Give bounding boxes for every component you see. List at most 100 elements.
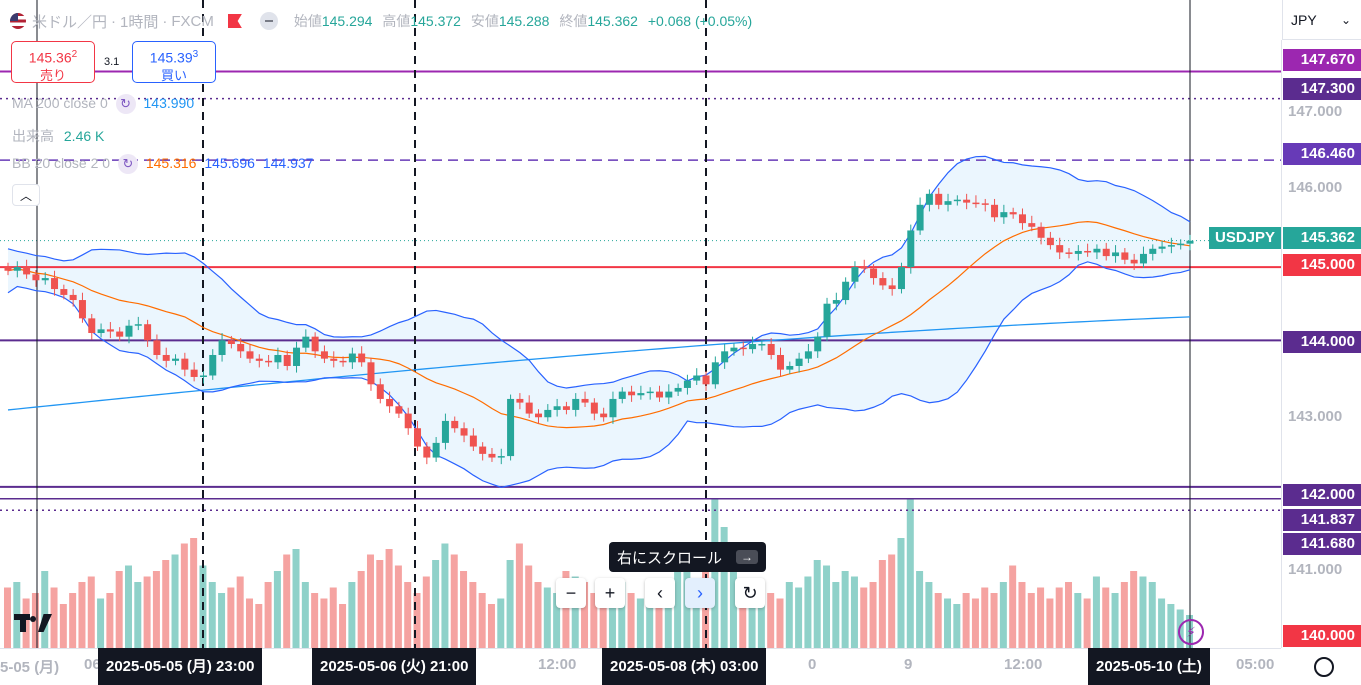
candle-body <box>237 344 245 352</box>
volume-bar <box>376 560 384 648</box>
low-label: 安値 <box>470 13 499 29</box>
low-value: 145.288 <box>498 13 550 29</box>
volume-bar <box>87 576 95 648</box>
price-tick: 141.000 <box>1288 561 1343 578</box>
tooltip-text: 右にスクロール <box>617 549 723 567</box>
collapse-legend-button[interactable]: ︿ <box>12 184 40 206</box>
zoom-in-button[interactable]: + <box>595 578 625 608</box>
volume-bar <box>69 593 77 648</box>
volume-bar <box>366 554 374 648</box>
candle-body <box>246 351 254 359</box>
reset-chart-button[interactable]: ↻ <box>735 578 765 608</box>
open-value: 145.294 <box>321 13 373 29</box>
candle-body <box>1074 250 1082 254</box>
scroll-tooltip: 右にスクロール → <box>609 542 767 572</box>
volume-bar <box>553 593 561 648</box>
candle-body <box>832 300 840 304</box>
candle-body <box>1037 226 1045 238</box>
bb-lower-value: 144.937 <box>262 155 314 171</box>
interval-label[interactable]: 1時間 <box>120 13 159 31</box>
bb-legend[interactable]: BB 20 close 2 0 ↻ 145.316 145.696 144.93… <box>12 154 313 174</box>
currency-select[interactable]: JPY ⌄ <box>1282 0 1361 40</box>
buy-button[interactable]: 145.393 買い <box>132 41 216 83</box>
refresh-icon[interactable]: ↻ <box>115 94 136 114</box>
time-tick: 06 <box>84 656 101 673</box>
candle-body <box>32 274 40 281</box>
volume-bar <box>208 582 216 648</box>
volume-bar <box>115 571 123 648</box>
level-label: 146.460 <box>1283 143 1361 165</box>
candle-body <box>116 331 124 337</box>
candle-body <box>469 435 477 447</box>
candle-body <box>311 336 319 352</box>
scroll-left-button[interactable]: ‹ <box>645 578 675 608</box>
volume-bar <box>692 582 700 648</box>
candle-body <box>562 406 570 410</box>
volume-bar <box>1074 593 1082 648</box>
chevron-down-icon: ⌄ <box>1341 13 1352 27</box>
volume-bar <box>227 587 235 648</box>
flag-icon[interactable] <box>227 14 242 28</box>
volume-bar <box>255 604 263 648</box>
candle-body <box>572 398 580 410</box>
sell-price: 145.36 <box>28 49 72 66</box>
candle-body <box>414 428 422 447</box>
volume-bar <box>813 560 821 648</box>
sell-label: 売り <box>39 67 66 83</box>
candle-body <box>218 340 226 355</box>
volume-bar <box>236 576 244 648</box>
sell-button[interactable]: 145.362 売り <box>11 41 95 83</box>
candle-body <box>507 398 515 457</box>
lightning-icon[interactable]: ⚡ <box>1178 619 1204 645</box>
volume-bar <box>878 560 886 648</box>
candle-body <box>991 204 999 218</box>
candle-body <box>41 278 49 281</box>
price-tick: 146.000 <box>1288 179 1343 196</box>
candle-body <box>646 391 654 394</box>
volume-bar <box>562 571 570 648</box>
time-crosshair-label: 2025-05-10 (土) <box>1088 648 1210 685</box>
candle-body <box>842 281 850 301</box>
settings-icon[interactable] <box>1314 657 1334 677</box>
exchange-label: FXCM <box>171 12 214 30</box>
bb-label: BB 20 close 2 0 <box>12 155 111 171</box>
volume-bar <box>832 582 840 648</box>
price-axis[interactable] <box>1281 40 1361 648</box>
candle-body <box>432 442 440 458</box>
symbol-title[interactable]: 米ドル／円 <box>32 13 108 31</box>
volume-bar <box>1139 576 1147 648</box>
chevron-up-icon: ︿ <box>19 189 32 203</box>
volume-bar <box>971 598 979 648</box>
volume-bar <box>422 576 430 648</box>
volume-bar <box>729 560 737 648</box>
volume-bar <box>664 593 672 648</box>
candle-body <box>758 344 766 346</box>
volume-bar <box>1120 582 1128 648</box>
us-flag-icon <box>10 13 26 29</box>
candle-body <box>348 353 356 363</box>
tradingview-logo[interactable] <box>14 612 54 638</box>
refresh-icon[interactable]: ↻ <box>117 154 138 174</box>
close-value: 145.362 <box>587 13 638 29</box>
volume-bar <box>385 549 393 648</box>
volume-bar <box>916 571 924 648</box>
candle-body <box>655 391 663 398</box>
volume-bar <box>804 576 812 648</box>
candle-body <box>786 365 794 370</box>
volume-bar <box>190 538 198 648</box>
candle-body <box>739 347 747 350</box>
volume-bar <box>329 587 337 648</box>
volume-bar <box>320 598 328 648</box>
zoom-out-button[interactable]: − <box>556 578 586 608</box>
candle-body <box>153 340 161 355</box>
minus-circle-icon[interactable] <box>259 12 278 30</box>
volume-bar <box>106 593 114 648</box>
volume-legend[interactable]: 出来高 2.46 K <box>12 126 104 146</box>
level-label: 142.000 <box>1283 484 1361 506</box>
ma-legend[interactable]: MA 200 close 0 ↻ 143.990 <box>12 94 194 114</box>
volume-bar <box>953 604 961 648</box>
scroll-right-button[interactable]: › <box>685 578 715 608</box>
volume-bar <box>218 593 226 648</box>
